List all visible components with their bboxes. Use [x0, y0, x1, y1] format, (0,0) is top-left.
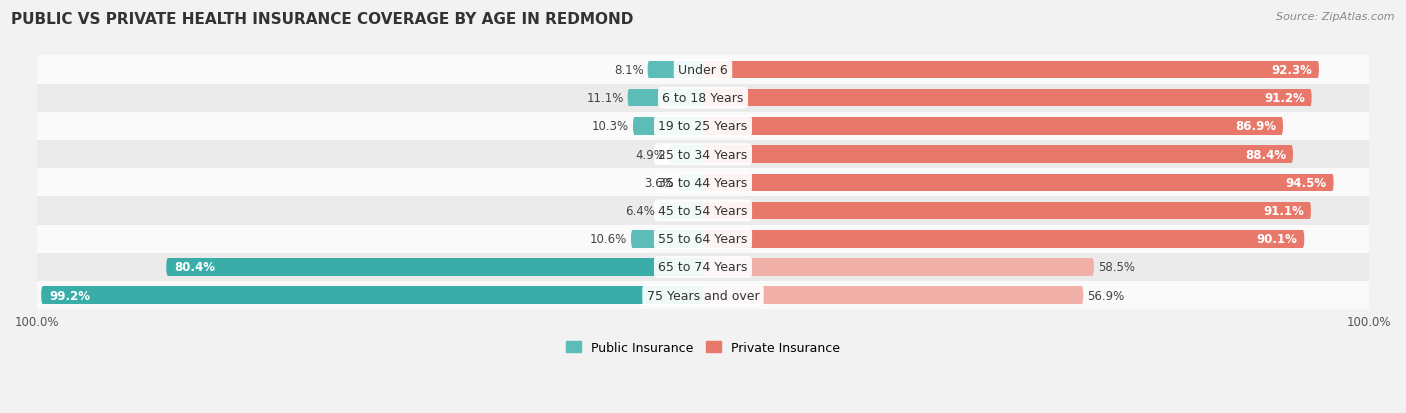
Bar: [679, 174, 703, 192]
Text: 90.1%: 90.1%: [1257, 233, 1298, 246]
Bar: [167, 259, 703, 276]
Bar: [37, 225, 1369, 253]
Text: 8.1%: 8.1%: [614, 64, 644, 77]
Bar: [37, 56, 1369, 84]
Text: PUBLIC VS PRIVATE HEALTH INSURANCE COVERAGE BY AGE IN REDMOND: PUBLIC VS PRIVATE HEALTH INSURANCE COVER…: [11, 12, 634, 27]
Text: 6 to 18 Years: 6 to 18 Years: [662, 92, 744, 105]
Ellipse shape: [678, 174, 681, 192]
Ellipse shape: [1309, 90, 1312, 107]
Ellipse shape: [631, 230, 634, 248]
Bar: [633, 230, 703, 248]
Bar: [703, 259, 1092, 276]
Text: 10.3%: 10.3%: [592, 120, 628, 133]
Bar: [703, 62, 1317, 79]
Bar: [37, 281, 1369, 309]
Ellipse shape: [1330, 174, 1333, 192]
Text: 58.5%: 58.5%: [1098, 261, 1135, 274]
Text: Source: ZipAtlas.com: Source: ZipAtlas.com: [1277, 12, 1395, 22]
Text: 65 to 74 Years: 65 to 74 Years: [658, 261, 748, 274]
Ellipse shape: [1302, 230, 1305, 248]
Ellipse shape: [166, 259, 169, 276]
Ellipse shape: [659, 202, 662, 220]
Bar: [37, 253, 1369, 281]
Legend: Public Insurance, Private Insurance: Public Insurance, Private Insurance: [561, 336, 845, 359]
Bar: [661, 202, 703, 220]
Text: 94.5%: 94.5%: [1285, 176, 1327, 190]
Bar: [37, 141, 1369, 169]
Text: 91.1%: 91.1%: [1264, 204, 1305, 218]
Text: 11.1%: 11.1%: [586, 92, 624, 105]
Bar: [703, 90, 1310, 107]
Text: 56.9%: 56.9%: [1087, 289, 1125, 302]
Bar: [703, 118, 1281, 135]
Bar: [37, 113, 1369, 141]
Text: 35 to 44 Years: 35 to 44 Years: [658, 176, 748, 190]
Text: 75 Years and over: 75 Years and over: [647, 289, 759, 302]
Text: 80.4%: 80.4%: [174, 261, 215, 274]
Text: 10.6%: 10.6%: [591, 233, 627, 246]
Bar: [703, 287, 1081, 304]
Ellipse shape: [648, 62, 651, 79]
Text: 3.6%: 3.6%: [644, 176, 673, 190]
Bar: [671, 146, 703, 164]
Text: 88.4%: 88.4%: [1246, 148, 1286, 161]
Bar: [37, 169, 1369, 197]
Ellipse shape: [627, 90, 630, 107]
Bar: [37, 84, 1369, 113]
Ellipse shape: [1316, 62, 1319, 79]
Text: 99.2%: 99.2%: [49, 289, 90, 302]
Text: 92.3%: 92.3%: [1271, 64, 1312, 77]
Ellipse shape: [1308, 202, 1310, 220]
Text: 19 to 25 Years: 19 to 25 Years: [658, 120, 748, 133]
Text: 25 to 34 Years: 25 to 34 Years: [658, 148, 748, 161]
Text: 86.9%: 86.9%: [1234, 120, 1277, 133]
Ellipse shape: [669, 146, 672, 164]
Text: 55 to 64 Years: 55 to 64 Years: [658, 233, 748, 246]
Ellipse shape: [633, 118, 636, 135]
Text: 6.4%: 6.4%: [626, 204, 655, 218]
Ellipse shape: [41, 287, 44, 304]
Text: 4.9%: 4.9%: [636, 148, 665, 161]
Bar: [37, 197, 1369, 225]
Bar: [42, 287, 703, 304]
Text: 91.2%: 91.2%: [1264, 92, 1305, 105]
Bar: [650, 62, 703, 79]
Text: 45 to 54 Years: 45 to 54 Years: [658, 204, 748, 218]
Ellipse shape: [1291, 146, 1294, 164]
Text: Under 6: Under 6: [678, 64, 728, 77]
Ellipse shape: [1080, 287, 1083, 304]
Bar: [634, 118, 703, 135]
Bar: [703, 174, 1331, 192]
Bar: [703, 202, 1309, 220]
Ellipse shape: [1091, 259, 1094, 276]
Bar: [628, 90, 703, 107]
Bar: [703, 146, 1292, 164]
Bar: [703, 230, 1303, 248]
Ellipse shape: [1279, 118, 1284, 135]
